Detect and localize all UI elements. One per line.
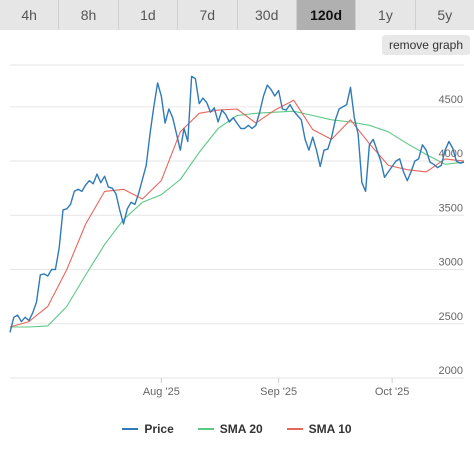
tab-120d[interactable]: 120d [296, 0, 357, 30]
tab-4h[interactable]: 4h [0, 0, 60, 30]
y-tick-label: 2500 [439, 311, 463, 323]
series-line-price [9, 75, 465, 333]
series-line-sma-10 [9, 99, 465, 328]
series-line-sma-20 [10, 110, 465, 328]
chart-legend: Price SMA 20 SMA 10 [0, 418, 474, 440]
legend-item-sma-10[interactable]: SMA 10 [286, 422, 352, 436]
legend-item-price[interactable]: Price [122, 422, 174, 436]
y-axis-ticks: 2000 2500 3000 3500 4000 4500 [439, 94, 463, 377]
y-tick-label: 3500 [439, 202, 463, 214]
timeframe-tabs: 4h 8h 1d 7d 30d 120d 1y 5y [0, 0, 474, 30]
tab-1y[interactable]: 1y [356, 0, 416, 30]
tab-5y[interactable]: 5y [415, 0, 474, 30]
tab-1d[interactable]: 1d [118, 0, 179, 30]
y-tick-label: 2000 [439, 365, 463, 377]
x-axis-ticks: Aug '25 Sep '25 Oct '25 [143, 378, 410, 398]
legend-item-sma-20[interactable]: SMA 20 [197, 422, 263, 436]
legend-label: SMA 10 [308, 422, 352, 436]
y-tick-label: 4000 [439, 148, 463, 160]
y-tick-label: 3000 [439, 257, 463, 269]
remove-graph-button[interactable]: remove graph [382, 35, 470, 55]
grid-lines [10, 64, 464, 379]
legend-swatch [286, 428, 303, 430]
series-lines [9, 75, 465, 333]
legend-swatch [122, 428, 139, 430]
tab-7d[interactable]: 7d [178, 0, 238, 30]
legend-swatch [197, 428, 214, 430]
y-tick-label: 4500 [439, 94, 463, 106]
tab-30d[interactable]: 30d [237, 0, 297, 30]
legend-label: SMA 20 [219, 422, 263, 436]
x-tick-label: Oct '25 [375, 386, 410, 398]
tab-8h[interactable]: 8h [59, 0, 119, 30]
x-tick-label: Aug '25 [143, 386, 180, 398]
price-chart: 2000 2500 3000 3500 4000 4500 Aug '25 Sep '25 O… [9, 64, 465, 398]
legend-label: Price [144, 422, 174, 436]
x-tick-label: Sep '25 [260, 386, 297, 398]
